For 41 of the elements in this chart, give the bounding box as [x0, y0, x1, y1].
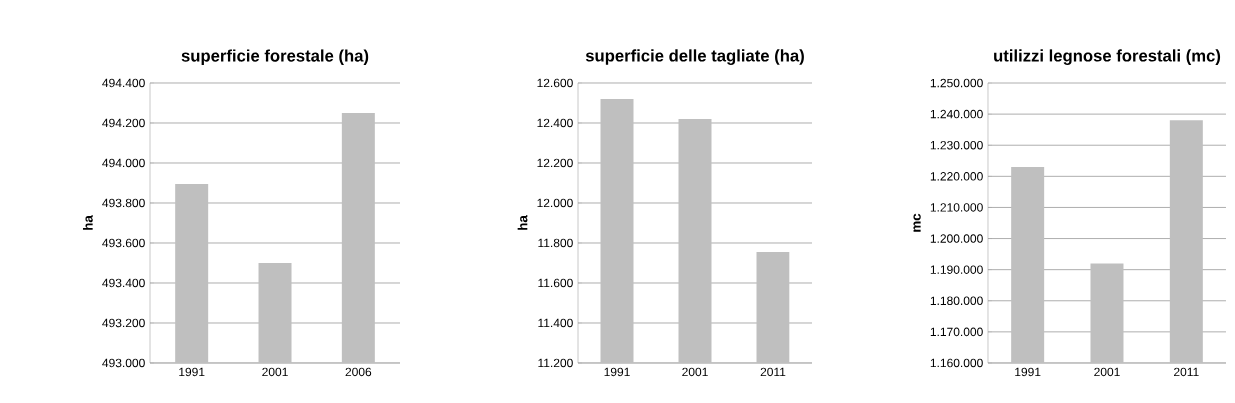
y-tick-label: 12.000 — [537, 198, 573, 208]
y-tick-label: 1.230.000 — [930, 140, 983, 150]
y-tick-label: 493.200 — [102, 318, 145, 328]
x-tick-label: 2001 — [682, 367, 708, 377]
y-tick-label: 493.800 — [102, 198, 145, 208]
x-tick-label: 2006 — [345, 367, 372, 377]
y-tick-label: 1.170.000 — [930, 327, 983, 337]
y-tick-label: 493.600 — [102, 238, 145, 248]
y-tick-label: 493.400 — [102, 278, 145, 288]
y-tick-label: 11.600 — [538, 278, 573, 288]
x-tick-label: 1991 — [179, 367, 205, 377]
y-tick-label: 11.400 — [538, 318, 573, 328]
y-tick-label: 11.800 — [538, 238, 573, 248]
y-tick-label: 1.190.000 — [930, 265, 983, 274]
y-tick-label: 12.200 — [537, 158, 573, 168]
chart-title: utilizzi legnose forestali (mc) — [994, 49, 1221, 65]
y-tick-label: 1.220.000 — [930, 172, 983, 181]
y-tick-label: 1.180.000 — [930, 296, 983, 306]
y-tick-label: 1.250.000 — [930, 78, 983, 88]
y-tick-label: 12.400 — [537, 118, 573, 128]
x-tick-label: 2011 — [1174, 367, 1199, 377]
y-tick-label: 494.000 — [102, 158, 145, 168]
y-tick-label: 12.600 — [537, 78, 573, 88]
chart-title: superficie delle tagliate (ha) — [585, 49, 804, 65]
y-tick-label: 1.240.000 — [930, 109, 983, 119]
y-tick-label: 493.000 — [102, 358, 145, 368]
x-tick-label: 2011 — [760, 367, 786, 377]
y-axis-title: ha — [82, 215, 93, 230]
x-tick-label: 1991 — [1015, 367, 1041, 377]
x-tick-label: 2001 — [1094, 367, 1120, 377]
x-tick-label: 2001 — [262, 367, 288, 377]
y-tick-label: 494.400 — [102, 78, 145, 88]
y-tick-label: 1.200.000 — [930, 234, 983, 243]
y-axis-title: mc — [913, 213, 921, 232]
chart-title: superficie forestale (ha) — [181, 49, 369, 65]
y-axis-title: ha — [517, 215, 528, 230]
x-tick-label: 1991 — [604, 367, 630, 377]
y-tick-label: 11.200 — [538, 358, 573, 368]
y-tick-label: 494.200 — [102, 118, 145, 128]
y-tick-label: 1.160.000 — [930, 358, 983, 368]
y-tick-label: 1.210.000 — [930, 203, 983, 212]
